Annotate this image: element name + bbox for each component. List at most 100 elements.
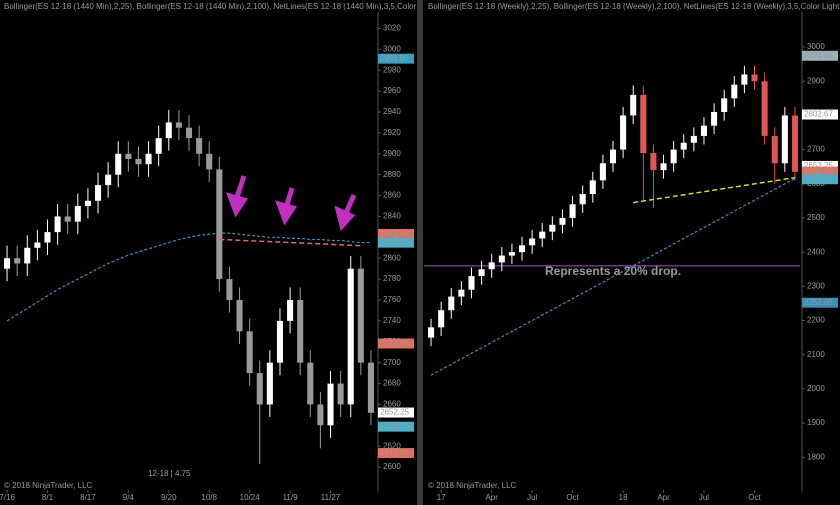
y-tick-label: 2300 xyxy=(807,281,825,290)
candle-body xyxy=(206,153,213,170)
x-tick-label: 10/24 xyxy=(240,493,261,502)
price-label: 2613.46 xyxy=(380,448,409,457)
candle-body xyxy=(508,252,515,256)
y-tick-label: 2940 xyxy=(383,107,401,116)
price-label: 2823.26 xyxy=(380,229,409,238)
price-label: 2814.90 xyxy=(380,238,409,247)
y-tick-label: 2200 xyxy=(807,316,825,325)
x-tick-label: 9/4 xyxy=(123,493,135,502)
candle-body xyxy=(216,169,223,280)
price-label: 2252.05 xyxy=(804,298,833,307)
x-tick-label: Apr xyxy=(485,493,498,502)
price-label: 2635.50 xyxy=(804,167,833,176)
candle-body xyxy=(539,231,546,239)
candle-body xyxy=(307,362,314,405)
y-tick-label: 2700 xyxy=(383,358,401,367)
candle-body xyxy=(175,122,182,128)
y-tick-label: 2660 xyxy=(383,400,401,409)
y-tick-label: 2680 xyxy=(383,379,401,388)
band-line xyxy=(6,232,371,322)
candle-body xyxy=(680,142,687,150)
price-label-box xyxy=(378,237,414,248)
x-tick-label: 9/20 xyxy=(161,493,177,502)
candle-body xyxy=(589,180,596,195)
price-label-box xyxy=(378,228,414,239)
candle-body xyxy=(287,300,294,321)
candle-body xyxy=(498,255,505,263)
price-label: 2652.25 xyxy=(380,408,409,417)
trend-line xyxy=(633,176,796,204)
y-tick-label: 2620 xyxy=(383,441,401,450)
arrow-head xyxy=(274,200,297,226)
candle-body xyxy=(125,153,132,159)
candle-body xyxy=(559,217,566,225)
candle-body xyxy=(599,163,606,181)
candle-body xyxy=(54,216,61,233)
candle-body xyxy=(630,94,637,116)
candle-body xyxy=(226,279,233,300)
candle-body xyxy=(569,204,576,218)
candle-body xyxy=(337,383,344,405)
candle-body xyxy=(317,404,324,426)
price-label: 2718.36 xyxy=(380,339,409,348)
copyright: © 2018 NinjaTrader, LLC xyxy=(4,481,93,490)
candle-body xyxy=(84,200,91,206)
candle-body xyxy=(478,269,485,277)
candle-body xyxy=(731,84,738,99)
candle-body xyxy=(640,94,647,154)
price-label-box xyxy=(378,421,414,432)
candle-body xyxy=(458,289,465,297)
band-line xyxy=(430,177,796,376)
candle-body xyxy=(367,362,374,413)
candle-body xyxy=(721,98,728,112)
y-tick-label: 2780 xyxy=(383,274,401,283)
candle-body xyxy=(549,224,556,232)
x-tick-label: Oct xyxy=(748,493,761,502)
y-tick-label: 1900 xyxy=(807,418,825,427)
price-label-box xyxy=(802,174,838,185)
candle-body xyxy=(24,247,31,264)
annotation: Represents a 20% drop. xyxy=(545,264,681,278)
y-tick-label: 2840 xyxy=(383,212,401,221)
candle-body xyxy=(711,112,718,126)
price-label-box xyxy=(802,50,838,61)
y-tick-label: 3000 xyxy=(383,44,401,53)
candle-body xyxy=(105,174,112,186)
candle-body xyxy=(781,115,788,164)
y-tick-label: 2980 xyxy=(383,65,401,74)
candle-body xyxy=(34,242,41,248)
price-label-box xyxy=(378,448,414,459)
x-tick-label: Jul xyxy=(699,493,709,502)
y-tick-label: 2400 xyxy=(807,247,825,256)
candle-body xyxy=(276,320,284,363)
price-label: 2802.67 xyxy=(804,110,833,119)
price-label: 2974.45 xyxy=(804,51,833,60)
y-tick-label: 2880 xyxy=(383,170,401,179)
candle-body xyxy=(4,258,11,269)
candle-body xyxy=(155,138,162,154)
candle-body xyxy=(236,300,243,332)
candle-body xyxy=(771,135,778,164)
candle-body xyxy=(135,159,142,165)
candle-body xyxy=(609,149,617,164)
y-tick-label: 2700 xyxy=(807,145,825,154)
candle-body xyxy=(529,238,536,246)
arrow-head xyxy=(225,192,248,218)
candle-body xyxy=(428,327,435,338)
candle-body xyxy=(266,362,273,405)
x-tick-label: Apr xyxy=(657,493,670,502)
candle-body xyxy=(579,194,586,205)
y-tick-label: 2900 xyxy=(807,76,825,85)
candle-body xyxy=(64,216,71,222)
candle-body xyxy=(791,115,798,172)
candle-body xyxy=(650,153,657,171)
price-label-box xyxy=(802,166,838,177)
candle-body xyxy=(246,331,253,374)
x-tick-label: 7/16 xyxy=(0,493,15,502)
candle-body xyxy=(185,127,193,139)
x-tick-label: Oct xyxy=(566,493,579,502)
y-tick-label: 3020 xyxy=(383,24,401,33)
x-tick-label: 10/8 xyxy=(201,493,217,502)
x-tick-label: 8/17 xyxy=(80,493,96,502)
